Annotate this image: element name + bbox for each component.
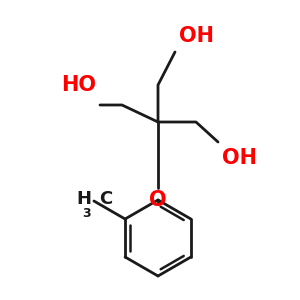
Text: H: H <box>76 190 91 208</box>
Text: O: O <box>149 190 167 210</box>
Text: OH: OH <box>179 26 214 46</box>
Text: 3: 3 <box>82 207 91 220</box>
Text: C: C <box>99 190 112 208</box>
Text: OH: OH <box>222 148 257 168</box>
Text: HO: HO <box>61 75 96 95</box>
